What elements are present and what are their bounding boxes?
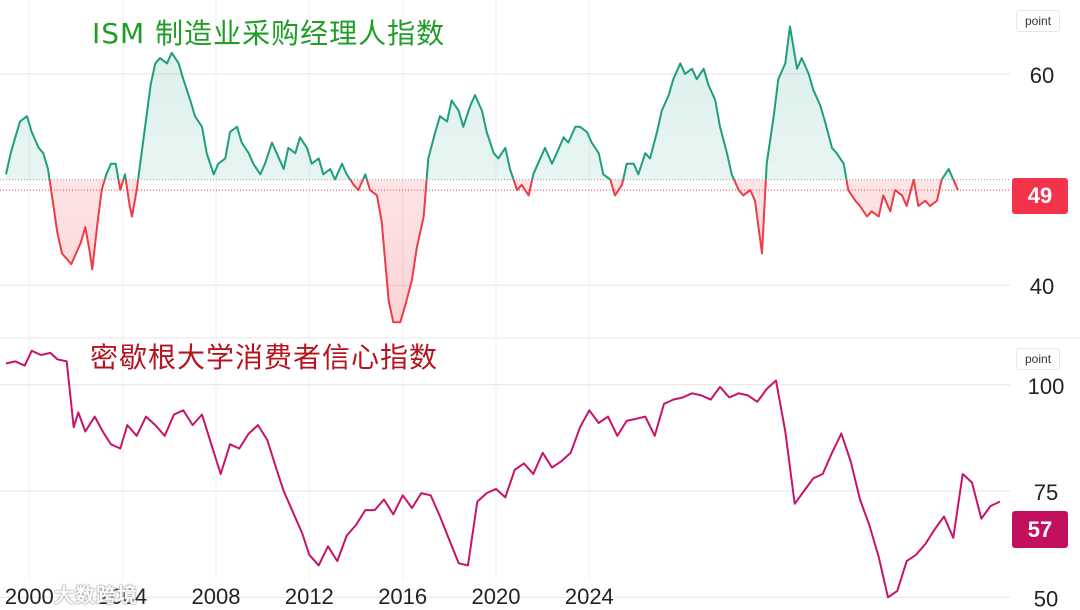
michigan-y-tick-label: 75 bbox=[1034, 480, 1058, 505]
michigan-chart-title: 密歇根大学消费者信心指数 bbox=[90, 341, 439, 374]
michigan-last-value-badge: 57 bbox=[1012, 511, 1068, 548]
x-tick-label: 2004 bbox=[98, 584, 147, 609]
x-tick-label: 2000 bbox=[5, 584, 54, 609]
ism-last-value-badge: 49 bbox=[1012, 178, 1068, 214]
michigan-line bbox=[5, 349, 1001, 599]
michigan-unit-label: point bbox=[1016, 348, 1061, 370]
x-tick-label: 2008 bbox=[192, 584, 241, 609]
ism-y-tick-label: 60 bbox=[1030, 63, 1054, 88]
x-tick-label: 2024 bbox=[565, 584, 614, 609]
ism-chart-title: ISM 制造业采购经理人指数 bbox=[92, 17, 446, 50]
x-tick-label: 2020 bbox=[472, 584, 521, 609]
ism-area-above bbox=[6, 26, 954, 180]
x-tick-label: 2012 bbox=[285, 584, 334, 609]
ism-unit-label: point bbox=[1016, 10, 1061, 32]
michigan-y-tick-label: 50 bbox=[1034, 586, 1058, 610]
michigan-y-tick-label: 100 bbox=[1028, 374, 1065, 399]
x-tick-label: 2016 bbox=[378, 584, 427, 609]
ism-line-below bbox=[48, 179, 959, 324]
ism-line-above bbox=[5, 25, 955, 180]
ism-y-tick-label: 40 bbox=[1030, 274, 1054, 299]
watermark-text: 大数跨境 bbox=[54, 583, 138, 607]
